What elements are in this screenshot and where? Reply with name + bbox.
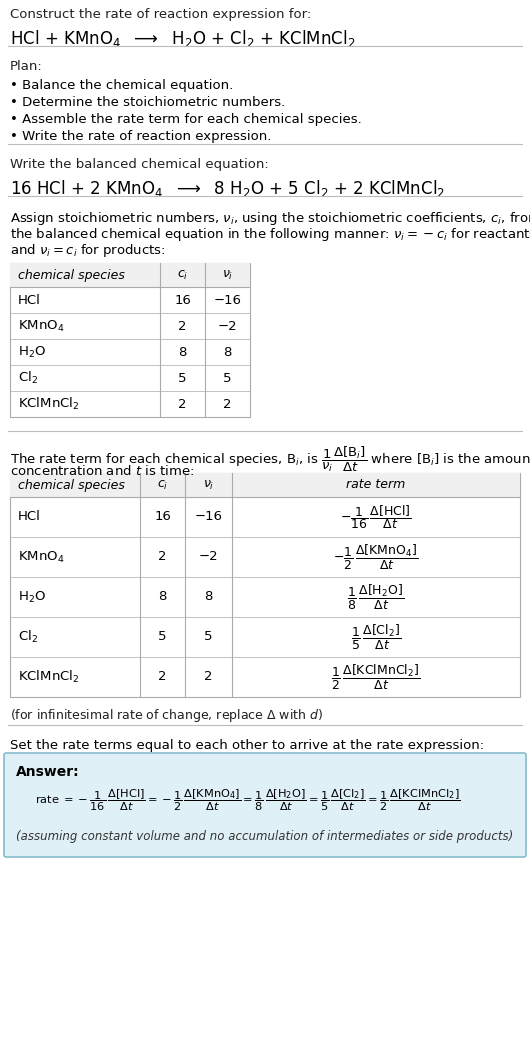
Text: −16: −16 — [195, 511, 223, 523]
Text: KClMnCl$_2$: KClMnCl$_2$ — [18, 396, 80, 412]
Text: 16 HCl + 2 KMnO$_4$  $\longrightarrow$  8 H$_2$O + 5 Cl$_2$ + 2 KClMnCl$_2$: 16 HCl + 2 KMnO$_4$ $\longrightarrow$ 8 … — [10, 177, 445, 199]
Text: • Determine the stoichiometric numbers.: • Determine the stoichiometric numbers. — [10, 96, 285, 109]
Text: 5: 5 — [204, 631, 213, 643]
Text: chemical species: chemical species — [18, 478, 125, 492]
Text: rate $= -\dfrac{1}{16}\,\dfrac{\Delta[\mathrm{HCl}]}{\Delta t} = -\dfrac{1}{2}\,: rate $= -\dfrac{1}{16}\,\dfrac{\Delta[\m… — [35, 787, 461, 812]
Text: (assuming constant volume and no accumulation of intermediates or side products): (assuming constant volume and no accumul… — [16, 830, 513, 843]
Text: 5: 5 — [158, 631, 167, 643]
Text: Cl$_2$: Cl$_2$ — [18, 628, 38, 645]
Text: KMnO$_4$: KMnO$_4$ — [18, 318, 65, 333]
Text: HCl: HCl — [18, 511, 41, 523]
Text: • Balance the chemical equation.: • Balance the chemical equation. — [10, 79, 233, 92]
Text: Construct the rate of reaction expression for:: Construct the rate of reaction expressio… — [10, 8, 311, 21]
Text: Write the balanced chemical equation:: Write the balanced chemical equation: — [10, 158, 269, 171]
Bar — [10, 473, 520, 697]
Bar — [10, 473, 520, 497]
Text: 2: 2 — [204, 670, 213, 684]
Text: Plan:: Plan: — [10, 60, 43, 73]
Text: the balanced chemical equation in the following manner: $\nu_i = -c_i$ for react: the balanced chemical equation in the fo… — [10, 226, 530, 243]
Text: 8: 8 — [223, 346, 232, 358]
Text: $-\dfrac{1}{16}\,\dfrac{\Delta[\mathrm{HCl}]}{\Delta t}$: $-\dfrac{1}{16}\,\dfrac{\Delta[\mathrm{H… — [340, 503, 412, 531]
Text: H$_2$O: H$_2$O — [18, 345, 46, 359]
Text: 2: 2 — [223, 398, 232, 410]
Text: $c_i$: $c_i$ — [177, 268, 188, 282]
Text: Assign stoichiometric numbers, $\nu_i$, using the stoichiometric coefficients, $: Assign stoichiometric numbers, $\nu_i$, … — [10, 210, 530, 227]
Text: 2: 2 — [158, 670, 167, 684]
Text: 2: 2 — [158, 550, 167, 564]
Text: −2: −2 — [199, 550, 218, 564]
Bar — [10, 263, 250, 417]
Text: and $\nu_i = c_i$ for products:: and $\nu_i = c_i$ for products: — [10, 242, 165, 259]
Text: HCl: HCl — [18, 293, 41, 307]
Bar — [10, 263, 250, 287]
Text: (for infinitesimal rate of change, replace Δ with $d$): (for infinitesimal rate of change, repla… — [10, 707, 323, 723]
Text: 8: 8 — [178, 346, 187, 358]
Text: 5: 5 — [223, 372, 232, 384]
Text: $\dfrac{1}{2}\,\dfrac{\Delta[\mathrm{KClMnCl_2}]}{\Delta t}$: $\dfrac{1}{2}\,\dfrac{\Delta[\mathrm{KCl… — [331, 663, 421, 691]
Text: The rate term for each chemical species, B$_i$, is $\dfrac{1}{\nu_i}\dfrac{\Delt: The rate term for each chemical species,… — [10, 445, 530, 474]
Text: −2: −2 — [218, 319, 237, 332]
FancyBboxPatch shape — [4, 753, 526, 857]
Text: $\nu_i$: $\nu_i$ — [222, 268, 233, 282]
Text: −16: −16 — [214, 293, 242, 307]
Text: 8: 8 — [158, 591, 167, 603]
Text: Set the rate terms equal to each other to arrive at the rate expression:: Set the rate terms equal to each other t… — [10, 739, 484, 752]
Text: H$_2$O: H$_2$O — [18, 590, 46, 604]
Text: HCl + KMnO$_4$  $\longrightarrow$  H$_2$O + Cl$_2$ + KClMnCl$_2$: HCl + KMnO$_4$ $\longrightarrow$ H$_2$O … — [10, 28, 355, 49]
Text: 2: 2 — [178, 319, 187, 332]
Text: $\nu_i$: $\nu_i$ — [203, 478, 214, 492]
Text: • Assemble the rate term for each chemical species.: • Assemble the rate term for each chemic… — [10, 113, 362, 126]
Text: $-\dfrac{1}{2}\,\dfrac{\Delta[\mathrm{KMnO_4}]}{\Delta t}$: $-\dfrac{1}{2}\,\dfrac{\Delta[\mathrm{KM… — [333, 543, 419, 571]
Text: concentration and $t$ is time:: concentration and $t$ is time: — [10, 464, 194, 478]
Text: KClMnCl$_2$: KClMnCl$_2$ — [18, 669, 80, 685]
Text: $c_i$: $c_i$ — [157, 478, 168, 492]
Text: KMnO$_4$: KMnO$_4$ — [18, 549, 65, 565]
Text: 5: 5 — [178, 372, 187, 384]
Text: 2: 2 — [178, 398, 187, 410]
Text: $\dfrac{1}{8}\,\dfrac{\Delta[\mathrm{H_2O}]}{\Delta t}$: $\dfrac{1}{8}\,\dfrac{\Delta[\mathrm{H_2… — [348, 583, 404, 612]
Text: 16: 16 — [154, 511, 171, 523]
Text: 8: 8 — [204, 591, 213, 603]
Text: chemical species: chemical species — [18, 268, 125, 282]
Text: Answer:: Answer: — [16, 765, 80, 779]
Text: rate term: rate term — [347, 478, 405, 492]
Text: $\dfrac{1}{5}\,\dfrac{\Delta[\mathrm{Cl_2}]}{\Delta t}$: $\dfrac{1}{5}\,\dfrac{\Delta[\mathrm{Cl_… — [351, 622, 401, 651]
Text: 16: 16 — [174, 293, 191, 307]
Text: Cl$_2$: Cl$_2$ — [18, 370, 38, 386]
Text: • Write the rate of reaction expression.: • Write the rate of reaction expression. — [10, 130, 271, 143]
